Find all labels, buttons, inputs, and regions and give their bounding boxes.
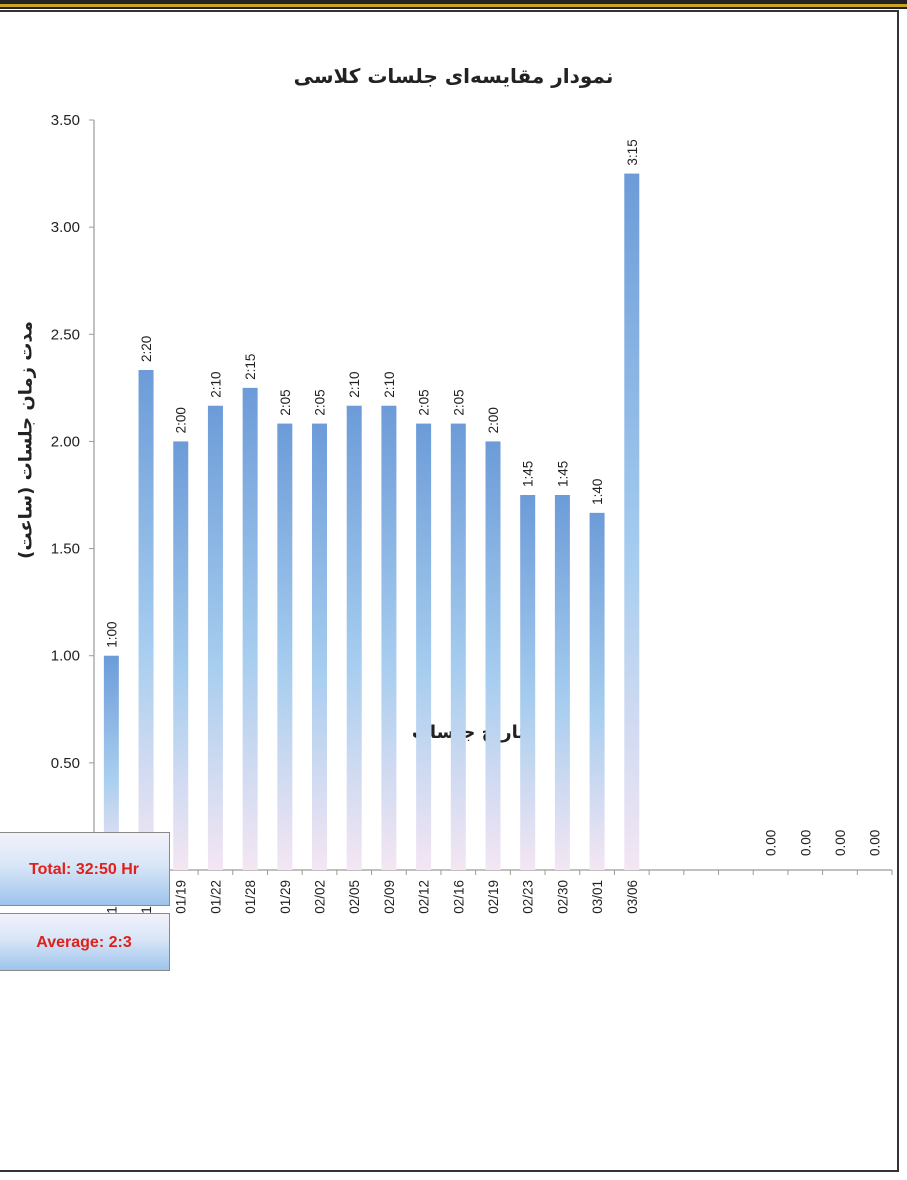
top-gold-stripe: [0, 4, 907, 7]
x-category-label: 02/09: [382, 880, 397, 914]
data-label: 0.00: [833, 830, 848, 856]
bar: [485, 441, 501, 870]
bar: [381, 405, 397, 870]
data-label: 2:00: [486, 407, 501, 433]
y-tick-label: 1.50: [51, 541, 80, 558]
x-category-label: 02/30: [555, 880, 570, 914]
bar: [277, 423, 293, 870]
bar: [520, 495, 536, 870]
x-category-label: 01/29: [278, 880, 293, 914]
bar: [554, 495, 570, 870]
bar: [589, 512, 605, 870]
top-border-band: [0, 0, 907, 4]
bar: [346, 405, 362, 870]
data-label: 1:45: [521, 461, 536, 487]
y-tick-label: 3.50: [51, 112, 80, 129]
x-category-label: 03/01: [590, 880, 605, 914]
data-label: 0.00: [764, 830, 779, 856]
x-category-label: 02/23: [521, 880, 536, 914]
x-category-label: 01/28: [243, 880, 258, 914]
data-label: 1:45: [555, 461, 570, 487]
x-category-label: 01/22: [208, 880, 223, 914]
chart-frame: [0, 10, 899, 1172]
x-category-label: 02/12: [417, 880, 432, 914]
top-border-line: [0, 7, 907, 9]
y-tick-label: 1.00: [51, 648, 80, 665]
data-label: 3:15: [625, 139, 640, 165]
chart-title: نمودار مقایسه‌ای جلسات کلاسی: [293, 64, 614, 88]
x-category-label: 02/05: [347, 880, 362, 914]
y-tick-label: 3.00: [51, 219, 80, 236]
average-hours-box: Average: 2:3: [0, 913, 170, 971]
y-tick-label: 2.00: [51, 433, 80, 450]
bar: [173, 441, 189, 870]
data-label: 2:10: [208, 371, 223, 397]
data-label: 2:05: [313, 389, 328, 415]
data-label: 0.00: [868, 830, 883, 856]
bar: [450, 423, 466, 870]
bar: [138, 370, 154, 870]
bar: [207, 405, 223, 870]
bar: [242, 387, 258, 870]
bar: [416, 423, 432, 870]
x-category-label: 02/16: [451, 880, 466, 914]
data-label: 0.00: [798, 830, 813, 856]
data-label: 2:05: [451, 389, 466, 415]
data-label: 2:20: [139, 336, 154, 362]
data-label: 2:10: [347, 371, 362, 397]
x-category-label: 02/19: [486, 880, 501, 914]
x-category-label: 01/19: [174, 880, 189, 914]
bar: [312, 423, 328, 870]
x-category-label: 02/02: [313, 880, 328, 914]
bar: [103, 655, 119, 870]
y-tick-label: 2.50: [51, 326, 80, 343]
total-hours-box: Total: 32:50 Hr: [0, 832, 170, 906]
data-label: 2:00: [174, 407, 189, 433]
data-label: 2:10: [382, 371, 397, 397]
data-label: 2:05: [417, 389, 432, 415]
y-tick-label: 0.50: [51, 755, 80, 772]
x-category-label: 03/06: [625, 880, 640, 914]
data-label: 1:40: [590, 479, 605, 505]
data-label: 1:00: [104, 621, 119, 647]
data-label: 2:05: [278, 389, 293, 415]
data-label: 2:15: [243, 354, 258, 380]
bar: [624, 173, 640, 871]
